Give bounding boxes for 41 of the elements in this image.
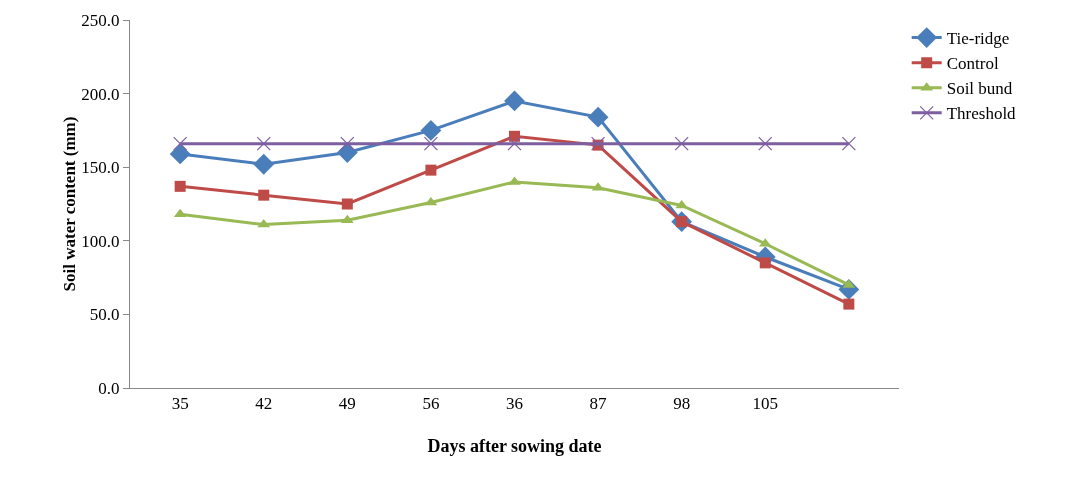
x-tick-label: 105	[752, 394, 779, 414]
point	[169, 143, 191, 165]
point	[507, 136, 522, 151]
point	[340, 136, 355, 151]
point	[420, 120, 442, 141]
point	[173, 208, 187, 218]
point	[258, 189, 270, 201]
point	[423, 136, 439, 151]
point	[759, 257, 771, 269]
point	[674, 136, 689, 151]
legend-label: Soil bund	[946, 79, 1013, 99]
y-tick-label: 150.0	[81, 158, 120, 178]
x-tick-label: 35	[171, 394, 189, 414]
x-tick-label: 49	[338, 394, 356, 414]
x-tick-label: 36	[506, 394, 523, 414]
y-axis-title: Soil water content (mm)	[60, 116, 80, 292]
point	[341, 198, 353, 210]
x-tick-label: 42	[255, 394, 273, 414]
point	[253, 153, 275, 175]
point	[174, 180, 186, 192]
point	[504, 90, 525, 112]
legend-label: Control	[946, 54, 999, 74]
point	[843, 298, 855, 310]
point	[675, 199, 689, 209]
y-tick-label: 0.0	[98, 378, 120, 398]
y-tick-label: 50.0	[89, 305, 120, 325]
x-tick-label: 56	[422, 394, 440, 414]
point	[256, 136, 271, 151]
point	[841, 136, 856, 151]
point	[758, 136, 773, 151]
y-tick-label: 250.0	[81, 10, 120, 30]
legend-label: Threshold	[946, 104, 1017, 124]
x-tick-label: 98	[673, 394, 691, 414]
legend-label: Tie-ridge	[946, 29, 1010, 49]
point	[425, 164, 437, 176]
point	[173, 136, 188, 151]
x-tick-label: 87	[589, 394, 608, 414]
y-tick-label: 100.0	[81, 231, 120, 251]
point	[587, 106, 609, 128]
x-axis-title: Days after sowing date	[427, 436, 602, 456]
y-tick-label: 200.0	[81, 84, 120, 104]
